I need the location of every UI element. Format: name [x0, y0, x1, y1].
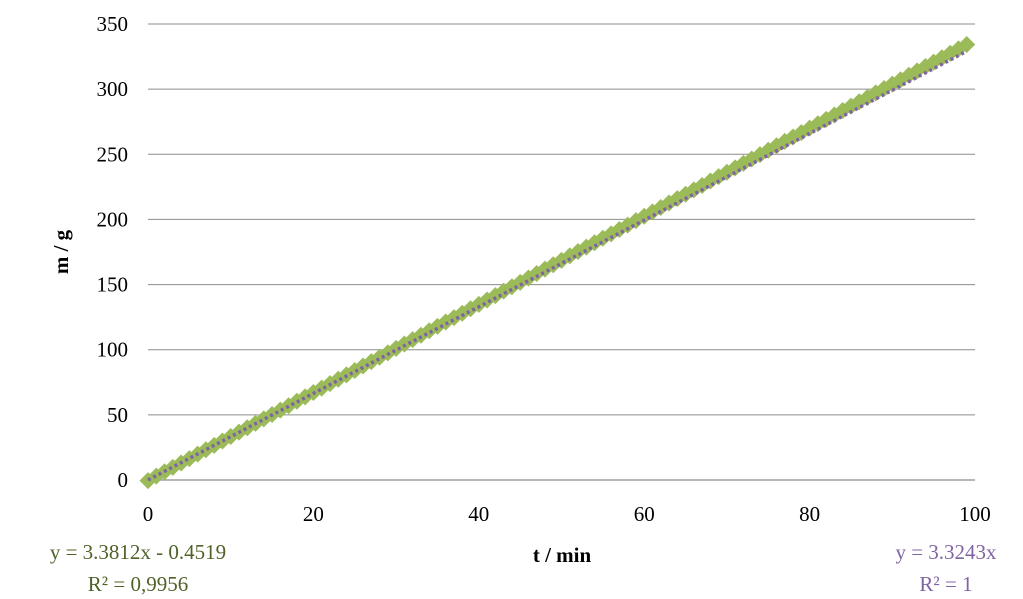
y-tick-label: 100	[97, 338, 129, 362]
tick-labels: 0 50 100 150 200 250 300 350 0 20 40 60 80 100	[97, 12, 991, 526]
plot-area	[139, 35, 976, 490]
x-tick-label: 20	[303, 502, 324, 526]
x-tick-label: 0	[143, 502, 154, 526]
series-2-r-squared: R² = 1	[919, 572, 972, 596]
y-tick-label: 0	[118, 468, 129, 492]
diamond-marker	[958, 35, 976, 53]
series-2-equation: y = 3.3243x	[895, 540, 997, 564]
y-tick-label: 300	[97, 77, 129, 101]
y-tick-label: 150	[97, 273, 129, 297]
y-tick-label: 200	[97, 207, 129, 231]
gridlines	[148, 23, 975, 416]
series-1-r-squared: R² = 0,9956	[88, 572, 188, 596]
y-tick-label: 250	[97, 142, 129, 166]
x-tick-label: 100	[959, 502, 991, 526]
y-tick-label: 50	[107, 403, 128, 427]
x-tick-label: 80	[799, 502, 820, 526]
y-axis-title: m / g	[49, 229, 73, 274]
x-tick-label: 40	[468, 502, 489, 526]
series-2-trendline	[147, 49, 968, 482]
y-tick-label: 350	[97, 12, 129, 36]
x-axis-title: t / min	[533, 543, 592, 567]
series-1-equation: y = 3.3812x - 0.4519	[50, 540, 226, 564]
x-tick-label: 60	[634, 502, 655, 526]
